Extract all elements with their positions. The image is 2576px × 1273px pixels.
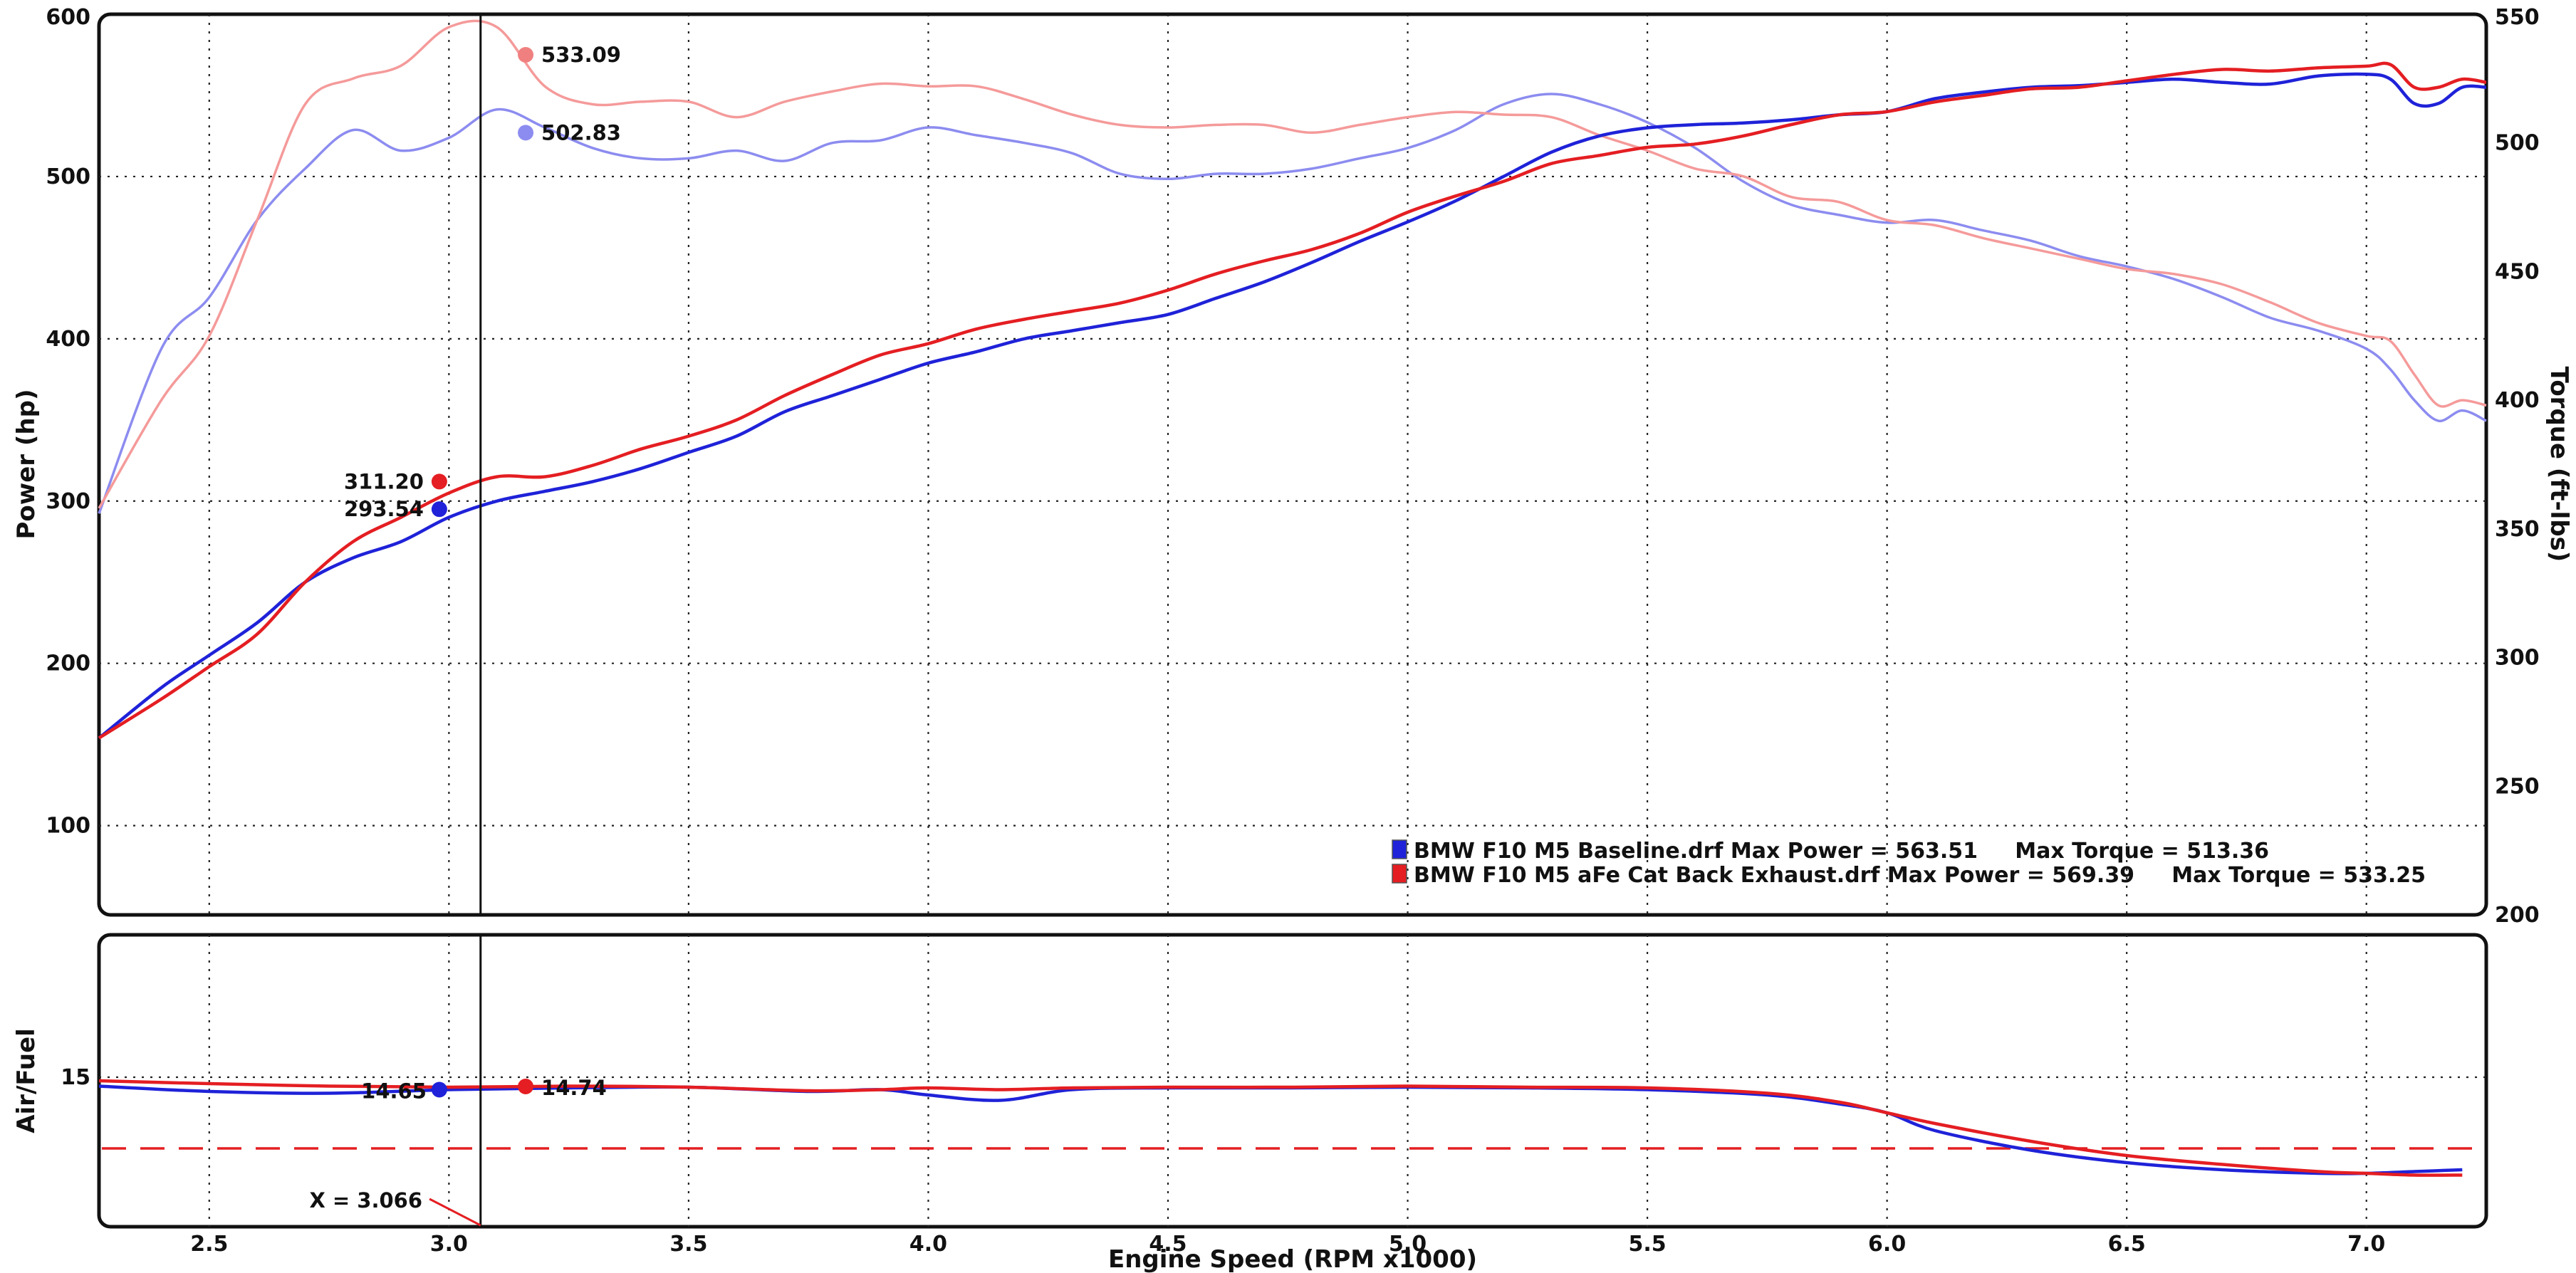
power-line-baseline bbox=[98, 72, 2487, 740]
x-tick-label: 6.0 bbox=[1868, 1232, 1906, 1257]
power-axis-title: Power (hp) bbox=[12, 389, 41, 540]
power-tick-label: 400 bbox=[46, 327, 90, 352]
torque-tick-label: 550 bbox=[2495, 5, 2540, 30]
torque-axis-title: Torque (ft-lbs) bbox=[2545, 367, 2573, 562]
x-tick-label: 7.0 bbox=[2347, 1232, 2385, 1257]
marker-dot bbox=[431, 473, 447, 490]
air-fuel-axis-title: Air/Fuel bbox=[12, 1028, 41, 1133]
legend: BMW F10 M5 Baseline.drf Max Power = 563.… bbox=[1392, 839, 2426, 888]
afr-tick-label: 15 bbox=[61, 1065, 90, 1090]
marker-label: 293.54 bbox=[344, 497, 424, 521]
legend-entry-afe: BMW F10 M5 aFe Cat Back Exhaust.drf Max … bbox=[1414, 863, 2426, 888]
afr-line-afe bbox=[98, 1079, 2463, 1177]
torque-line-baseline bbox=[98, 93, 2487, 514]
marker-dot bbox=[431, 501, 447, 518]
torque-tick-label: 500 bbox=[2495, 131, 2540, 156]
torque-tick-label: 350 bbox=[2495, 517, 2540, 542]
power-tick-label: 500 bbox=[46, 164, 90, 189]
afr-marker-dot bbox=[431, 1081, 447, 1098]
x-tick-label: 5.0 bbox=[1389, 1232, 1427, 1257]
marker-dot bbox=[518, 46, 534, 63]
afr-marker-label: 14.65 bbox=[361, 1079, 427, 1104]
x-tick-label: 4.5 bbox=[1149, 1232, 1187, 1257]
series-lines bbox=[98, 19, 2487, 1177]
grid-lines bbox=[99, 14, 2486, 1227]
marker-layer: 533.09 502.83 311.20 293.54 14.65 14.74 X = 3.… bbox=[309, 43, 621, 1227]
torque-tick-label: 450 bbox=[2495, 259, 2540, 284]
torque-line-afe bbox=[98, 19, 2487, 509]
x-tick-label: 2.5 bbox=[190, 1232, 228, 1257]
power-tick-label: 200 bbox=[46, 651, 90, 676]
x-tick-label: 3.0 bbox=[430, 1232, 468, 1257]
cursor-readout-leader bbox=[429, 1198, 481, 1227]
x-axis-title: Engine Speed (RPM x1000) bbox=[1108, 1245, 1477, 1273]
torque-tick-label: 300 bbox=[2495, 646, 2540, 671]
power-line-afe bbox=[98, 61, 2487, 740]
x-tick-label: 6.5 bbox=[2108, 1232, 2146, 1257]
tick-labels: 2.5 3.0 3.5 4.0 4.5 5.0 5.5 6.0 6.5 7.0 100 200 300 4… bbox=[46, 5, 2539, 1257]
legend-swatch-baseline bbox=[1392, 839, 1407, 859]
marker-label: 311.20 bbox=[344, 469, 424, 493]
torque-tick-label: 250 bbox=[2495, 774, 2540, 799]
x-tick-label: 4.0 bbox=[909, 1232, 947, 1257]
marker-label: 533.09 bbox=[541, 43, 621, 67]
x-tick-label: 3.5 bbox=[669, 1232, 707, 1257]
afr-marker-label: 14.74 bbox=[541, 1076, 607, 1100]
legend-swatch-afe bbox=[1392, 864, 1407, 884]
air-fuel-panel-frame bbox=[97, 933, 2488, 1229]
torque-tick-label: 200 bbox=[2495, 903, 2540, 928]
power-torque-panel-frame bbox=[97, 12, 2488, 917]
legend-entry-baseline: BMW F10 M5 Baseline.drf Max Power = 563.… bbox=[1414, 839, 2269, 864]
afr-marker-dot bbox=[518, 1079, 534, 1094]
power-tick-label: 600 bbox=[46, 5, 90, 30]
power-tick-label: 100 bbox=[46, 814, 90, 839]
power-tick-label: 300 bbox=[46, 489, 90, 514]
marker-label: 502.83 bbox=[541, 120, 621, 145]
marker-dot bbox=[518, 125, 534, 141]
cursor-readout-label: X = 3.066 bbox=[309, 1188, 422, 1212]
x-tick-label: 5.5 bbox=[1629, 1232, 1667, 1257]
torque-tick-label: 400 bbox=[2495, 388, 2540, 413]
